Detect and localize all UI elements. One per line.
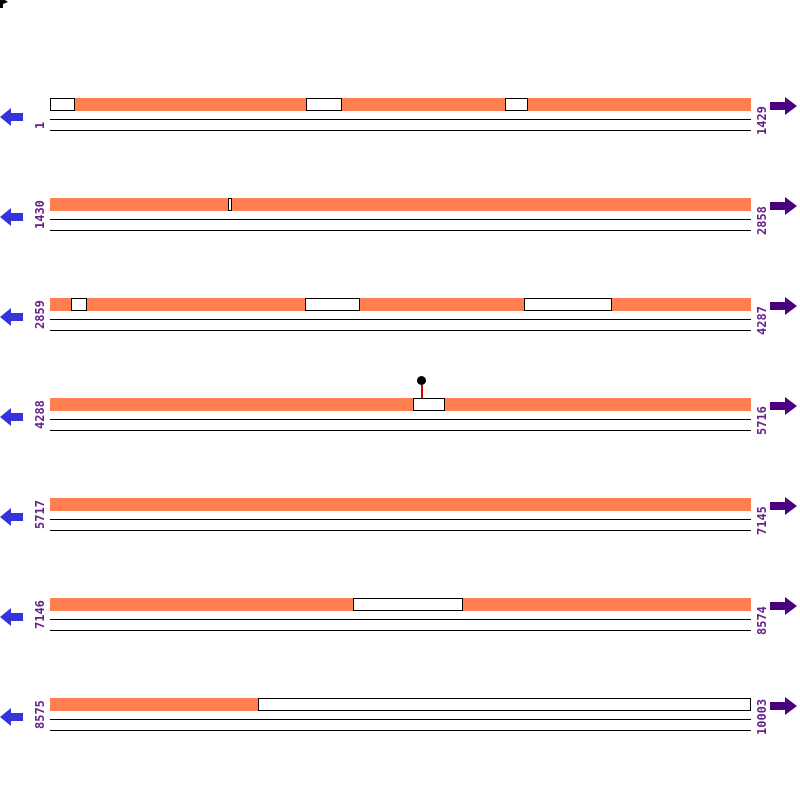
gap-segment [306, 98, 342, 111]
ruler-line [50, 719, 751, 720]
match-segment [445, 398, 751, 411]
gap-segment [353, 598, 463, 611]
scroll-left-arrow-icon[interactable] [0, 108, 23, 126]
match-segment [50, 698, 258, 711]
match-segment [50, 398, 413, 411]
feature-marker-dot [417, 376, 426, 385]
row-start-coordinate: 4288 [33, 400, 47, 429]
alignment-row: 7146 8574 [0, 597, 800, 698]
alignment-row: 2859 4287 [0, 297, 800, 398]
scroll-right-arrow-icon[interactable] [770, 97, 797, 115]
match-segment [50, 198, 228, 211]
row-end-coordinate: 10003 [755, 698, 769, 735]
ruler-line [50, 219, 751, 220]
scroll-left-arrow-icon[interactable] [0, 208, 23, 226]
gap-segment [258, 698, 751, 711]
row-start-coordinate: 8575 [33, 700, 47, 729]
alignment-track [50, 698, 751, 711]
row-end-coordinate: 8574 [755, 606, 769, 635]
scroll-right-arrow-icon[interactable] [770, 597, 797, 615]
gap-segment [228, 198, 232, 211]
alignment-track [50, 98, 751, 111]
alignment-track [50, 298, 751, 311]
ruler-line [50, 630, 751, 631]
row-end-coordinate: 4287 [755, 306, 769, 335]
scroll-left-arrow-icon[interactable] [0, 408, 23, 426]
row-start-coordinate: 1 [33, 121, 47, 129]
scroll-left-arrow-icon[interactable] [0, 308, 23, 326]
gap-segment [413, 398, 445, 411]
alignment-row: 1430 2858 [0, 197, 800, 298]
alignment-track [50, 398, 751, 411]
ruler-line [50, 419, 751, 420]
gap-segment [50, 98, 75, 111]
row-start-coordinate: 7146 [33, 600, 47, 629]
row-start-coordinate: 2859 [33, 300, 47, 329]
ruler-line [50, 619, 751, 620]
match-segment [463, 598, 751, 611]
ruler-line [50, 319, 751, 320]
row-end-coordinate: 2858 [755, 206, 769, 235]
scroll-left-arrow-icon[interactable] [0, 508, 23, 526]
gap-segment [305, 298, 360, 311]
feature-marker-stem [421, 385, 423, 398]
alignment-row: 5717 7145 [0, 497, 800, 598]
match-segment [87, 298, 305, 311]
row-end-coordinate: 7145 [755, 506, 769, 535]
alignment-row: 1 1429 [0, 97, 800, 198]
ruler-line [50, 230, 751, 231]
match-segment [528, 98, 751, 111]
alignment-track [50, 198, 751, 211]
match-segment [50, 598, 353, 611]
scroll-right-arrow-icon[interactable] [770, 297, 797, 315]
ruler-line [50, 119, 751, 120]
alignment-track [50, 498, 751, 511]
ruler-line [50, 430, 751, 431]
row-start-coordinate: 1430 [33, 200, 47, 229]
gap-segment [505, 98, 528, 111]
scroll-right-arrow-icon[interactable] [770, 197, 797, 215]
match-segment [50, 298, 71, 311]
alignment-track [50, 598, 751, 611]
ruler-line [50, 519, 751, 520]
scroll-right-arrow-icon[interactable] [770, 397, 797, 415]
corner-artifact [0, 0, 8, 8]
scroll-left-arrow-icon[interactable] [0, 708, 23, 726]
match-segment [612, 298, 751, 311]
scroll-right-arrow-icon[interactable] [770, 497, 797, 515]
ruler-line [50, 530, 751, 531]
match-segment [360, 298, 524, 311]
scroll-left-arrow-icon[interactable] [0, 608, 23, 626]
ruler-line [50, 730, 751, 731]
ruler-line [50, 130, 751, 131]
row-end-coordinate: 5716 [755, 406, 769, 435]
match-segment [342, 98, 505, 111]
gap-segment [71, 298, 87, 311]
ruler-line [50, 330, 751, 331]
match-segment [50, 498, 751, 511]
gap-segment [524, 298, 612, 311]
match-segment [232, 198, 751, 211]
row-end-coordinate: 1429 [755, 106, 769, 135]
match-segment [75, 98, 306, 111]
row-start-coordinate: 5717 [33, 500, 47, 529]
alignment-row: 8575 10003 [0, 697, 800, 798]
scroll-right-arrow-icon[interactable] [770, 697, 797, 715]
alignment-row: 4288 5716 [0, 376, 800, 498]
